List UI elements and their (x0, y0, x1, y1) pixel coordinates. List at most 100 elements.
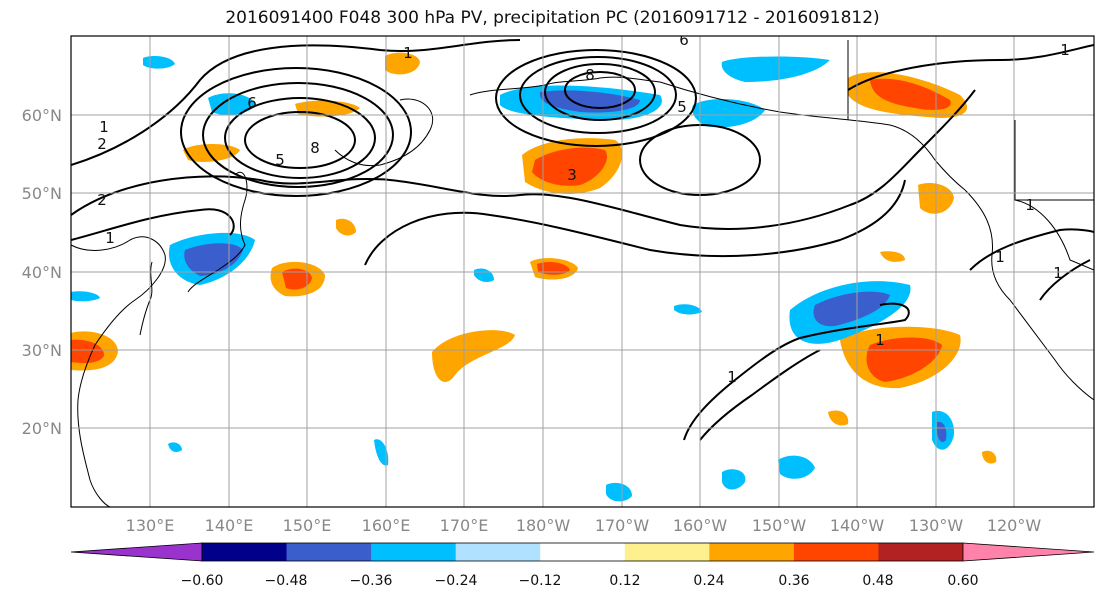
colorbar-cell (878, 543, 964, 561)
colorbar-cell (624, 543, 710, 561)
pv-contour (519, 56, 677, 134)
precip-negative-patch (692, 98, 765, 128)
precip-positive-patch (982, 450, 997, 464)
precip-positive-core (870, 78, 951, 110)
precip-negative-core (937, 421, 947, 442)
colorbar-tick-label: 0.24 (693, 573, 724, 589)
colorbar-tick-label: 0.36 (778, 573, 809, 589)
contour-label: 1 (1025, 196, 1035, 214)
precip-negative-patch (778, 455, 815, 479)
colorbar-tick-label: −0.60 (181, 573, 224, 589)
pv-contour (847, 44, 1094, 91)
contour-label: 8 (585, 66, 595, 84)
colorbar: −0.60 −0.48 −0.36 −0.24 −0.12 0.12 0.24 … (70, 542, 1095, 589)
colorbar-cell (540, 543, 626, 561)
lat-label: 20°N (22, 419, 62, 438)
pv-contour (564, 71, 636, 109)
colorbar-tick-label: 0.48 (862, 573, 893, 589)
lon-label: 150°E (283, 516, 332, 535)
contour-label: 1 (1060, 41, 1070, 59)
precip-negative-patch (374, 439, 389, 466)
pv-contour (71, 89, 976, 230)
contour-labels: 1 2 2 1 1 6 5 8 8 5 3 6 1 1 1 1 1 1 (97, 31, 1070, 386)
pv-contour (364, 179, 906, 266)
colorbar-tick-label: 0.12 (609, 573, 640, 589)
contour-label: 1 (403, 44, 413, 62)
contour-label: 1 (727, 368, 737, 386)
contour-label: 6 (679, 31, 689, 49)
colorbar-cell (793, 543, 879, 561)
precip-positive-core (282, 268, 312, 290)
pv-contour (969, 228, 1094, 271)
lon-label: 160°E (362, 516, 411, 535)
precip-positive-core (532, 147, 608, 186)
contour-label: 2 (97, 135, 107, 153)
colorbar-cell (709, 543, 795, 561)
precip-negative-core (184, 243, 243, 276)
precip-negative-patch (208, 93, 256, 116)
colorbar-extend-max (963, 543, 1094, 561)
colorbar-ticks: −0.60 −0.48 −0.36 −0.24 −0.12 0.12 0.24 … (181, 573, 979, 589)
colorbar-cell (286, 543, 372, 561)
contour-label: 8 (310, 139, 320, 157)
contour-label: 5 (677, 98, 687, 116)
precip-positive-core (866, 337, 942, 382)
colorbar-cell (455, 543, 541, 561)
contour-label: 3 (567, 166, 577, 184)
lon-label: 170°W (595, 516, 650, 535)
colorbar-cells (71, 543, 1094, 561)
precip-negative-patch (722, 469, 746, 490)
pv-contour (180, 67, 412, 197)
contour-label: 5 (275, 151, 285, 169)
figure-title: 2016091400 F048 300 hPa PV, precipitatio… (225, 8, 880, 28)
precip-positive-patch (432, 330, 515, 382)
precip-positive-patch (385, 52, 420, 75)
pv-contour (71, 39, 521, 166)
contour-label: 1 (105, 229, 115, 247)
coastlines (71, 40, 1094, 507)
pv-contour (244, 111, 356, 169)
pv-contour (202, 82, 394, 188)
precip-negative-patch (606, 482, 632, 502)
precip-negative-patch (71, 291, 100, 302)
pv-contour (224, 97, 376, 179)
colorbar-tick-label: −0.36 (350, 573, 393, 589)
lon-label: 120°W (987, 516, 1042, 535)
lon-label: 140°E (205, 516, 254, 535)
precip-positive-patch (828, 410, 849, 426)
pv-contour (544, 63, 656, 121)
precip-negative-patch (674, 304, 702, 315)
lon-label: 140°W (830, 516, 885, 535)
gridlines (71, 36, 1094, 507)
contour-label: 1 (1053, 264, 1063, 282)
lon-label: 130°E (126, 516, 175, 535)
colorbar-cell (371, 543, 457, 561)
pv-contour (1039, 259, 1091, 301)
colorbar-tick-label: −0.12 (519, 573, 562, 589)
longitude-labels: 130°E 140°E 150°E 160°E 170°E 180°W 170°… (126, 516, 1042, 535)
precip-negative-patch (721, 56, 830, 82)
colorbar-extend-min (71, 543, 202, 561)
precip-positive-core (71, 339, 105, 364)
pv-contour (699, 349, 821, 441)
lon-label: 170°E (440, 516, 489, 535)
lat-label: 50°N (22, 184, 62, 203)
lon-label: 180°W (516, 516, 571, 535)
colorbar-cell (202, 543, 288, 561)
precip-positive-patch (880, 251, 905, 262)
lat-label: 30°N (22, 341, 62, 360)
contour-label: 1 (875, 331, 885, 349)
contour-label: 1 (995, 248, 1005, 266)
colorbar-frame (201, 542, 964, 562)
colorbar-tick-label: −0.48 (265, 573, 308, 589)
precip-negative-patch (143, 56, 175, 69)
colorbar-tick-label: 0.60 (947, 573, 978, 589)
pv-contour (71, 208, 235, 241)
lat-label: 60°N (22, 106, 62, 125)
pv-contour (683, 302, 910, 441)
latitude-labels: 60°N 50°N 40°N 30°N 20°N (22, 106, 62, 438)
pv-contour (495, 49, 697, 147)
contour-label: 1 (99, 118, 109, 136)
pv-contours (71, 39, 1094, 441)
